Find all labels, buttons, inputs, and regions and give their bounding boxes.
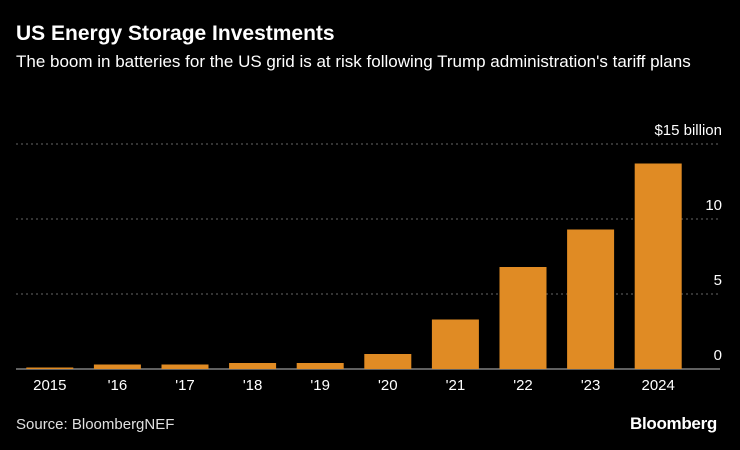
bar <box>431 319 479 369</box>
x-tick-label: '18 <box>243 377 263 394</box>
x-tick-label: '19 <box>310 377 330 394</box>
x-tick-label: '16 <box>108 377 128 394</box>
y-tick-label: 0 <box>714 347 722 364</box>
source-note: Source: BloombergNEF <box>16 416 175 433</box>
y-axis-tick-labels: 0 5 10 $15 billion <box>654 122 722 364</box>
bar <box>364 354 412 369</box>
y-tick-label: 10 <box>705 197 722 214</box>
x-tick-label: 2015 <box>33 377 66 394</box>
bar <box>567 229 615 369</box>
bar <box>26 367 74 369</box>
gridlines <box>16 143 720 370</box>
chart-subtitle: The boom in batteries for the US grid is… <box>16 52 691 71</box>
x-tick-label: '17 <box>175 377 195 394</box>
bar <box>229 363 277 369</box>
bar <box>634 163 682 369</box>
bar-chart: 2015 '16 '17 '18 '19 '20 '21 '22 '23 2024 0 5 10 $15… <box>16 122 722 394</box>
x-tick-label: '21 <box>446 377 466 394</box>
y-tick-label: $15 billion <box>654 122 722 139</box>
bar <box>161 364 209 369</box>
bar <box>296 363 344 369</box>
x-tick-label: '20 <box>378 377 398 394</box>
x-tick-label: '23 <box>581 377 601 394</box>
chart-title: US Energy Storage Investments <box>16 22 335 45</box>
x-tick-label: '22 <box>513 377 533 394</box>
bar <box>499 267 547 369</box>
bar <box>93 364 141 369</box>
bloomberg-logo: Bloomberg <box>629 414 717 433</box>
y-tick-label: 5 <box>714 272 722 289</box>
x-axis-tick-labels: 2015 '16 '17 '18 '19 '20 '21 '22 '23 2024 <box>33 377 675 394</box>
bars <box>26 163 682 369</box>
x-tick-label: 2024 <box>642 377 675 394</box>
